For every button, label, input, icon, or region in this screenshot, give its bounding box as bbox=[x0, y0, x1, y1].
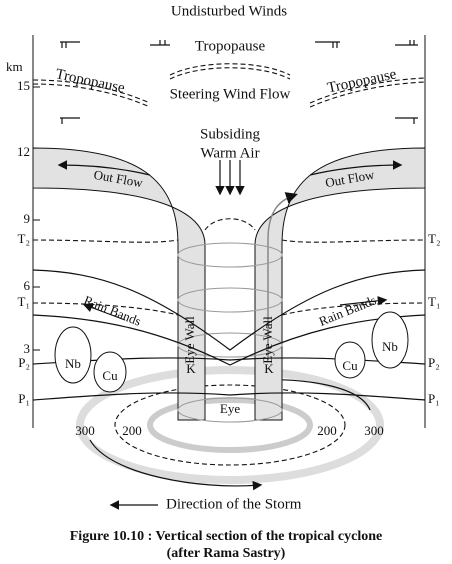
label: Warm Air bbox=[200, 145, 259, 161]
label: Eye Wall bbox=[260, 316, 275, 364]
tropopause-lines bbox=[32, 63, 426, 108]
caption: Figure 10.10 : Vertical section of the t… bbox=[70, 529, 382, 544]
level-label: T₁ bbox=[428, 294, 440, 309]
outflow-arrow bbox=[309, 160, 403, 176]
distance-label: 300 bbox=[364, 423, 384, 438]
updraft-arrow bbox=[267, 192, 298, 360]
label: Cu bbox=[342, 358, 358, 373]
label: Eye Wall bbox=[182, 316, 197, 364]
axis-tick: 9 bbox=[24, 211, 31, 226]
eye-rings bbox=[177, 242, 283, 423]
caption: (after Rama Sastry) bbox=[167, 546, 286, 561]
label: Steering Wind Flow bbox=[170, 86, 291, 102]
level-label: P₁ bbox=[18, 391, 30, 406]
level-label: T₂ bbox=[18, 231, 30, 246]
axis-tick: 15 bbox=[17, 78, 30, 93]
label: Cu bbox=[102, 368, 118, 383]
label: Eye bbox=[220, 401, 240, 416]
distance-label: 200 bbox=[317, 423, 337, 438]
wind-barbs bbox=[60, 40, 418, 124]
distance-label: 300 bbox=[75, 423, 95, 438]
axis-unit: km bbox=[6, 59, 23, 74]
label: Nb bbox=[382, 339, 398, 354]
label: Tropopause bbox=[54, 66, 126, 96]
subsiding-arrows bbox=[215, 160, 245, 196]
label: K bbox=[264, 361, 274, 376]
axis-tick: 6 bbox=[24, 278, 31, 293]
level-label: T₂ bbox=[428, 231, 440, 246]
level-label: P₂ bbox=[18, 355, 30, 370]
distance-label: 200 bbox=[122, 423, 142, 438]
level-label: P₂ bbox=[428, 355, 440, 370]
label: Direction of the Storm bbox=[166, 496, 302, 512]
label: Rain Bands bbox=[317, 292, 379, 329]
label: K bbox=[186, 361, 196, 376]
label: Rain Bands bbox=[82, 292, 144, 329]
label: Subsiding bbox=[200, 126, 261, 142]
level-label: P₁ bbox=[428, 391, 440, 406]
label: Nb bbox=[65, 356, 81, 371]
label: Undisturbed Winds bbox=[171, 3, 287, 19]
level-lines bbox=[32, 218, 426, 401]
axis-tick: 12 bbox=[17, 144, 30, 159]
level-label: T₁ bbox=[18, 294, 30, 309]
clouds bbox=[54, 311, 409, 393]
axis-tick: 3 bbox=[24, 341, 31, 356]
outflow-arrow bbox=[57, 160, 151, 176]
axis-ticks bbox=[33, 86, 40, 351]
label: Tropopause bbox=[195, 38, 266, 54]
label: Tropopause bbox=[326, 66, 398, 96]
outflow-band-right bbox=[254, 147, 426, 421]
